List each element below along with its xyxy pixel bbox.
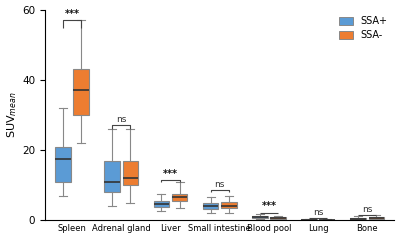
Y-axis label: SUV$_{mean}$: SUV$_{mean}$: [6, 92, 19, 138]
PathPatch shape: [73, 69, 89, 115]
Text: ***: ***: [163, 169, 178, 179]
PathPatch shape: [270, 217, 286, 218]
PathPatch shape: [252, 216, 268, 218]
PathPatch shape: [122, 161, 138, 185]
Text: ns: ns: [313, 208, 323, 217]
Text: ns: ns: [116, 115, 126, 124]
PathPatch shape: [104, 161, 120, 192]
PathPatch shape: [369, 217, 384, 219]
Legend: SSA+, SSA-: SSA+, SSA-: [337, 14, 390, 42]
PathPatch shape: [221, 202, 237, 208]
Text: ***: ***: [64, 9, 80, 19]
PathPatch shape: [319, 219, 335, 220]
PathPatch shape: [350, 218, 366, 219]
PathPatch shape: [154, 201, 169, 207]
PathPatch shape: [55, 147, 71, 182]
Text: ns: ns: [362, 205, 372, 214]
Text: ***: ***: [262, 201, 276, 212]
PathPatch shape: [172, 194, 188, 201]
PathPatch shape: [203, 203, 218, 209]
Text: ns: ns: [214, 180, 225, 189]
PathPatch shape: [301, 219, 317, 220]
